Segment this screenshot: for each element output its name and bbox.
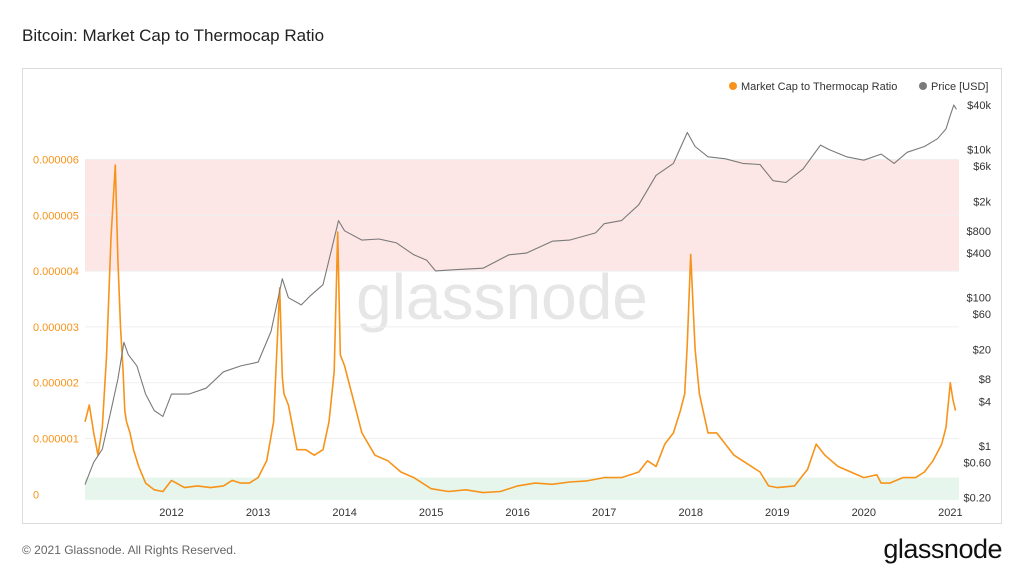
right-tick-label: $6k bbox=[973, 161, 991, 173]
right-axis: $0.20 $0.60 $1 $4 $8 $20 $60 $100 $400 $800 $2k $6k… bbox=[963, 100, 991, 505]
right-tick-label: $40k bbox=[967, 100, 991, 112]
right-tick-label: $400 bbox=[967, 248, 991, 260]
right-tick-label: $0.60 bbox=[963, 457, 991, 469]
x-tick-label: 2021 bbox=[938, 507, 962, 519]
right-tick-label: $10k bbox=[967, 145, 991, 157]
legend-ratio-label[interactable]: Market Cap to Thermocap Ratio bbox=[741, 81, 897, 93]
left-tick-label: 0.000004 bbox=[33, 266, 79, 278]
series-lines bbox=[84, 104, 957, 494]
copyright-footer: © 2021 Glassnode. All Rights Reserved. bbox=[22, 543, 237, 557]
right-tick-label: $1 bbox=[979, 441, 991, 453]
right-tick-label: $8 bbox=[979, 374, 991, 386]
right-tick-label: $20 bbox=[973, 344, 991, 356]
left-tick-label: 0.000005 bbox=[33, 210, 79, 222]
ratio-line bbox=[84, 164, 957, 494]
x-axis: 2012 2013 2014 2015 2016 2017 2018 2019 2020 2021 bbox=[159, 507, 962, 519]
left-axis: 0 0.000001 0.000002 0.000003 0.000004 0.00000… bbox=[33, 155, 79, 502]
right-tick-label: $800 bbox=[967, 226, 991, 238]
chart-panel: glassnode 0 0.000001 0.000002 0.000003 0.000… bbox=[22, 68, 1002, 524]
x-tick-label: 2014 bbox=[332, 507, 356, 519]
left-tick-label: 0.000001 bbox=[33, 434, 79, 446]
price-line bbox=[84, 104, 957, 485]
watermark: glassnode bbox=[356, 261, 648, 333]
x-tick-label: 2012 bbox=[159, 507, 183, 519]
left-tick-label: 0 bbox=[33, 489, 39, 501]
x-tick-label: 2020 bbox=[852, 507, 876, 519]
grid-lines bbox=[85, 159, 959, 495]
left-tick-label: 0.000002 bbox=[33, 378, 79, 390]
legend-ratio-marker bbox=[729, 82, 737, 90]
x-tick-label: 2016 bbox=[505, 507, 529, 519]
chart-svg: glassnode 0 0.000001 0.000002 0.000003 0.000… bbox=[33, 81, 991, 519]
right-tick-label: $100 bbox=[967, 293, 991, 305]
legend-price-marker bbox=[919, 82, 927, 90]
x-tick-label: 2015 bbox=[419, 507, 443, 519]
x-tick-label: 2019 bbox=[765, 507, 789, 519]
glassnode-logo[interactable]: glassnode bbox=[883, 534, 1002, 564]
left-tick-label: 0.000006 bbox=[33, 155, 79, 167]
page-title: Bitcoin: Market Cap to Thermocap Ratio bbox=[22, 26, 325, 45]
x-tick-label: 2013 bbox=[246, 507, 270, 519]
left-tick-label: 0.000003 bbox=[33, 322, 79, 334]
right-tick-label: $2k bbox=[973, 196, 991, 208]
x-tick-label: 2018 bbox=[679, 507, 703, 519]
right-tick-label: $0.20 bbox=[963, 493, 991, 505]
legend-price-label[interactable]: Price [USD] bbox=[931, 81, 988, 93]
right-tick-label: $4 bbox=[979, 396, 991, 408]
band-green bbox=[85, 477, 959, 500]
x-tick-label: 2017 bbox=[592, 507, 616, 519]
chart-legend[interactable]: Market Cap to Thermocap Ratio Price [USD… bbox=[729, 81, 988, 93]
right-tick-label: $60 bbox=[973, 309, 991, 321]
